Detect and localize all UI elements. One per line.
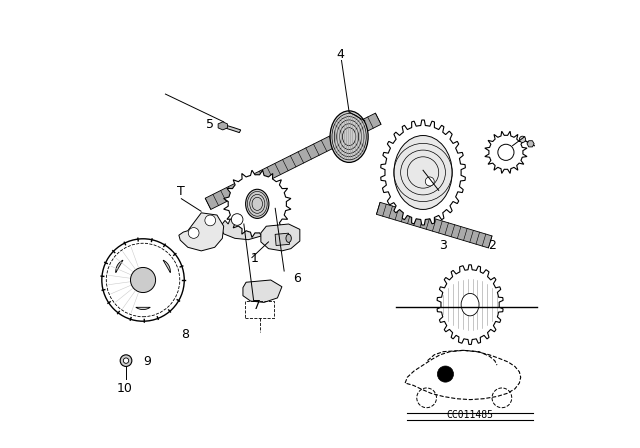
Text: 2: 2 xyxy=(488,239,496,252)
Ellipse shape xyxy=(286,234,291,242)
Text: 3: 3 xyxy=(439,239,447,252)
Text: 6: 6 xyxy=(293,272,301,285)
Polygon shape xyxy=(381,120,465,225)
Polygon shape xyxy=(243,280,282,302)
Circle shape xyxy=(520,136,525,142)
Circle shape xyxy=(102,239,184,321)
Polygon shape xyxy=(437,265,503,345)
Circle shape xyxy=(231,214,243,225)
Polygon shape xyxy=(179,213,224,251)
Polygon shape xyxy=(218,122,227,130)
Circle shape xyxy=(188,228,199,238)
Polygon shape xyxy=(205,113,381,210)
Text: 8: 8 xyxy=(181,328,189,341)
Polygon shape xyxy=(136,307,150,310)
Text: 9: 9 xyxy=(143,355,151,368)
Polygon shape xyxy=(223,125,241,133)
Polygon shape xyxy=(116,260,123,272)
Polygon shape xyxy=(261,224,300,251)
Ellipse shape xyxy=(461,293,479,316)
Polygon shape xyxy=(221,195,275,240)
Ellipse shape xyxy=(394,136,452,210)
Text: T: T xyxy=(177,185,184,198)
Polygon shape xyxy=(376,202,492,248)
Ellipse shape xyxy=(246,189,269,218)
Circle shape xyxy=(120,355,132,366)
Ellipse shape xyxy=(330,111,368,163)
Polygon shape xyxy=(485,131,527,173)
Polygon shape xyxy=(527,141,534,147)
Text: CC011485: CC011485 xyxy=(447,409,493,419)
Text: 10: 10 xyxy=(117,382,133,395)
Text: 7: 7 xyxy=(253,299,261,312)
Circle shape xyxy=(124,358,129,363)
Circle shape xyxy=(498,144,514,160)
Circle shape xyxy=(425,177,435,186)
Polygon shape xyxy=(163,260,170,272)
Text: 1: 1 xyxy=(251,252,259,265)
Bar xyxy=(275,233,289,246)
Circle shape xyxy=(131,267,156,293)
Text: 4: 4 xyxy=(336,48,344,61)
Bar xyxy=(245,301,275,318)
Circle shape xyxy=(205,215,216,226)
Polygon shape xyxy=(223,170,291,237)
Text: 5: 5 xyxy=(206,118,214,131)
Circle shape xyxy=(252,200,263,212)
Circle shape xyxy=(437,366,454,382)
